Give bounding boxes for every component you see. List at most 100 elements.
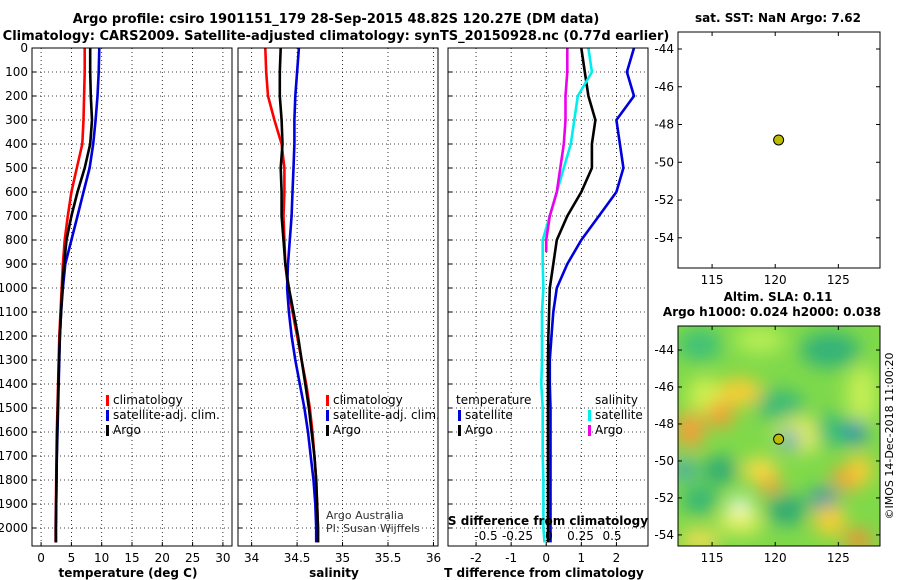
legend-label: Argo bbox=[465, 423, 493, 437]
map-y-tick-label: -54 bbox=[654, 231, 674, 245]
x-tick-label: 35.5 bbox=[375, 551, 402, 565]
map-x-tick-label: 120 bbox=[764, 273, 787, 287]
argo-position-marker bbox=[773, 433, 785, 445]
plot-layer: 0 5 10 15 20 25 300100200300400500600700800900… bbox=[0, 11, 896, 580]
sla-blob bbox=[766, 494, 806, 526]
sla-map-frame bbox=[677, 325, 881, 547]
sdiff-tick-label: -0.25 bbox=[502, 529, 533, 543]
difference-plot-frame bbox=[447, 47, 649, 547]
salinity-plot-frame bbox=[237, 47, 439, 547]
sla-blob bbox=[687, 377, 723, 413]
map-y-tick-label: -50 bbox=[654, 454, 674, 468]
map-y-tick-label: -52 bbox=[654, 491, 674, 505]
legend-swatch bbox=[588, 425, 591, 436]
legend-label: Argo bbox=[113, 423, 141, 437]
sla-blob bbox=[814, 504, 846, 536]
map-y-tick-label: -46 bbox=[654, 380, 674, 394]
y-tick-label: 0 bbox=[20, 41, 28, 55]
sla-blob bbox=[678, 460, 694, 480]
sla-blob bbox=[758, 477, 782, 493]
sla-blob bbox=[848, 454, 872, 486]
x-tick-label: 0 bbox=[37, 551, 45, 565]
salinity-xlabel: salinity bbox=[309, 566, 359, 580]
sla-blob bbox=[730, 497, 750, 513]
legend-label: climatology bbox=[113, 393, 183, 407]
sla-map-subtitle: Argo h1000: 0.024 h2000: 0.038 bbox=[663, 305, 881, 319]
temperature-xlabel: temperature (deg C) bbox=[59, 566, 198, 580]
x-tick-label: 34.5 bbox=[284, 551, 311, 565]
y-tick-label: 1200 bbox=[0, 329, 28, 343]
map-y-tick-label: -54 bbox=[654, 528, 674, 542]
sla-blob bbox=[718, 378, 762, 406]
sst-map-title: sat. SST: NaN Argo: 7.62 bbox=[695, 11, 861, 25]
x-tick-label: 20 bbox=[155, 551, 170, 565]
y-tick-label: 1900 bbox=[0, 497, 28, 511]
series-line bbox=[264, 47, 320, 543]
y-tick-label: 1600 bbox=[0, 425, 28, 439]
y-tick-label: 300 bbox=[5, 113, 28, 127]
x-tick-label: -1 bbox=[505, 551, 517, 565]
legend-temperature-title: temperature bbox=[456, 393, 531, 407]
x-tick-label: 5 bbox=[68, 551, 76, 565]
y-tick-label: 800 bbox=[5, 233, 28, 247]
legend-swatch bbox=[106, 425, 109, 436]
sla-blob bbox=[680, 530, 720, 546]
legend-label: Argo bbox=[595, 423, 623, 437]
sla-blob bbox=[800, 332, 860, 368]
x-tick-label: 15 bbox=[124, 551, 139, 565]
x-tick-label: 36 bbox=[426, 551, 441, 565]
sla-blob bbox=[678, 412, 704, 448]
map-y-tick-label: -44 bbox=[654, 42, 674, 56]
sla-blob bbox=[816, 412, 844, 448]
legend-swatch bbox=[326, 425, 329, 436]
y-tick-label: 400 bbox=[5, 137, 28, 151]
sdiff-axis-label: S difference from climatology bbox=[448, 514, 648, 528]
map-y-tick-label: -50 bbox=[654, 155, 674, 169]
series-line bbox=[54, 48, 94, 543]
y-tick-label: 1400 bbox=[0, 377, 28, 391]
y-tick-label: 2000 bbox=[0, 521, 28, 535]
sla-blob bbox=[742, 458, 778, 482]
legend-label: satellite bbox=[595, 408, 643, 422]
sla-blobs bbox=[678, 326, 878, 546]
legend-label: Argo bbox=[333, 423, 361, 437]
legend-swatch bbox=[106, 410, 109, 421]
legend-swatch bbox=[458, 425, 461, 436]
sla-blob bbox=[846, 365, 878, 425]
sla-heatmap-layer bbox=[678, 326, 880, 546]
x-tick-label: 25 bbox=[185, 551, 200, 565]
x-tick-label: 2 bbox=[613, 551, 621, 565]
credit-pi: PI: Susan Wijffels bbox=[326, 522, 420, 535]
x-tick-label: 0 bbox=[542, 551, 550, 565]
sub-title: Climatology: CARS2009. Satellite-adjuste… bbox=[2, 29, 670, 44]
y-tick-label: 1100 bbox=[0, 305, 28, 319]
legend-swatch bbox=[326, 410, 329, 421]
series-line bbox=[278, 47, 320, 543]
sla-blob bbox=[843, 420, 867, 444]
y-tick-label: 100 bbox=[5, 65, 28, 79]
x-tick-label: 1 bbox=[578, 551, 586, 565]
map-y-tick-label: -44 bbox=[654, 343, 674, 357]
legend-swatch bbox=[106, 395, 109, 406]
map-y-tick-label: -48 bbox=[654, 417, 674, 431]
sla-blob bbox=[756, 389, 804, 421]
sla-blob bbox=[702, 456, 738, 484]
legend-swatch bbox=[458, 410, 461, 421]
y-tick-label: 600 bbox=[5, 185, 28, 199]
legend-swatch bbox=[326, 395, 329, 406]
x-tick-label: 10 bbox=[94, 551, 109, 565]
series-line bbox=[548, 47, 636, 543]
legend-swatch bbox=[588, 410, 591, 421]
map-y-tick-label: -52 bbox=[654, 193, 674, 207]
legend-label: satellite-adj. clim. bbox=[333, 408, 440, 422]
x-tick-label: -2 bbox=[470, 551, 482, 565]
x-tick-label: 34 bbox=[244, 551, 259, 565]
series-line bbox=[54, 48, 86, 543]
map-x-tick-label: 115 bbox=[701, 273, 724, 287]
sla-blob bbox=[844, 530, 872, 546]
y-tick-label: 200 bbox=[5, 89, 28, 103]
y-tick-label: 900 bbox=[5, 257, 28, 271]
sla-blob bbox=[718, 506, 762, 534]
y-tick-label: 500 bbox=[5, 161, 28, 175]
